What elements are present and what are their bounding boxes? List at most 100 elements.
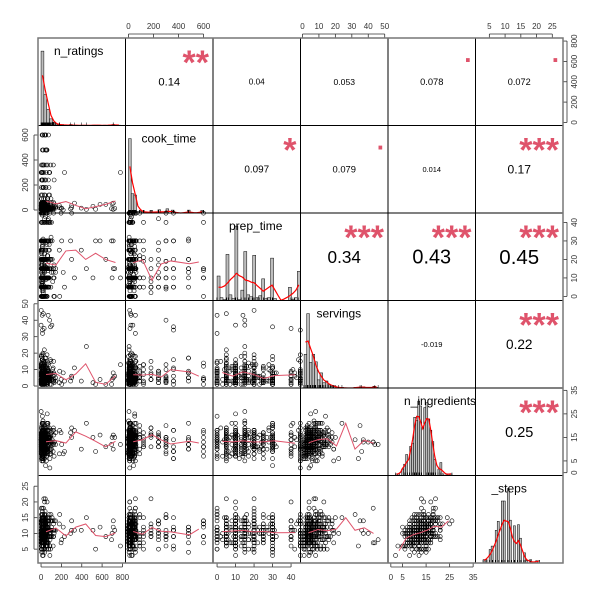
correlation-value: -0.019 <box>421 340 442 349</box>
scatter-point <box>214 456 220 461</box>
scatter-point <box>148 279 154 284</box>
scatter-point <box>62 449 67 454</box>
scatter-point <box>141 430 146 435</box>
scatter-point <box>51 425 56 431</box>
scatter-point <box>128 220 134 225</box>
histogram-bar <box>405 454 408 476</box>
scatter-point <box>261 451 266 457</box>
scatter-point <box>133 247 138 253</box>
histogram-bar <box>317 379 321 389</box>
scatter-point <box>201 439 206 445</box>
scatter-point <box>148 290 154 296</box>
scatter-point <box>78 247 84 253</box>
scatter-point <box>163 367 169 372</box>
scatter-point <box>156 275 161 281</box>
histogram-bar <box>225 254 230 301</box>
scatter-point <box>41 220 46 225</box>
histogram-bar <box>234 225 239 301</box>
scatter-point <box>118 170 123 175</box>
panel-3-4: -0.019 <box>387 300 476 389</box>
scatter-point <box>288 449 294 454</box>
scatter-point <box>201 453 206 459</box>
scatter-point <box>148 284 154 290</box>
scatter-point <box>110 266 116 271</box>
significance-stars: *** <box>344 219 384 257</box>
scatter-point <box>246 360 251 366</box>
smooth-line <box>45 249 116 266</box>
scatter-point <box>59 442 64 447</box>
scatter-point <box>47 465 53 471</box>
scatter-point <box>97 202 103 207</box>
scatter-point <box>59 205 64 211</box>
scatter-point <box>137 275 143 281</box>
scatter-point <box>46 275 52 281</box>
scatter-point <box>57 247 62 253</box>
scatter-point <box>42 257 48 262</box>
histogram-bar <box>425 402 429 476</box>
smooth-line <box>222 371 296 380</box>
scatter-point <box>201 382 206 387</box>
scatter-point <box>242 409 248 414</box>
scatter-point <box>156 257 161 262</box>
scatter-point <box>57 203 62 208</box>
correlation-value: 0.17 <box>507 162 531 176</box>
scatter-point <box>214 437 220 443</box>
scatter-point <box>224 347 229 353</box>
significance-stars: *** <box>519 132 559 170</box>
histogram-bar <box>303 354 308 389</box>
scatter-point <box>163 266 169 271</box>
scatter-point <box>313 409 318 414</box>
scatter-point <box>141 362 146 367</box>
scatter-point <box>41 275 46 281</box>
scatter-point <box>46 242 52 247</box>
scatter-point <box>131 463 136 468</box>
scatter-point <box>40 185 46 190</box>
scatter-point <box>242 344 248 349</box>
scatter-point <box>163 449 169 454</box>
histogram-bar <box>423 407 427 476</box>
scatter-point <box>141 258 146 264</box>
scatter-point <box>43 284 49 290</box>
scatter-point <box>40 147 46 153</box>
scatter-point <box>132 411 138 417</box>
scatter-point <box>38 247 44 253</box>
scatter-point <box>163 284 169 290</box>
scatter-point <box>270 420 275 426</box>
scatter-point <box>201 220 206 225</box>
panel-0-5: 0.072. <box>475 37 564 126</box>
panel-2-0 <box>37 210 126 301</box>
scatter-point <box>127 262 133 268</box>
scatter-point <box>163 423 169 428</box>
histogram-bar <box>243 251 248 301</box>
scatter-point <box>39 202 44 208</box>
scatter-point <box>133 313 138 318</box>
scatter-point <box>141 439 146 445</box>
scatter-point <box>270 430 275 435</box>
scatter-point <box>201 428 206 433</box>
panel-1-0 <box>37 125 126 214</box>
panel-2-1 <box>125 210 214 301</box>
scatter-point <box>90 275 96 281</box>
scatter-point <box>288 446 294 452</box>
scatter-point <box>233 425 238 431</box>
scatter-point <box>48 162 53 168</box>
scatter-point <box>46 177 51 183</box>
variable-label: n_ratings <box>54 44 103 58</box>
scatter-point <box>128 284 133 290</box>
scatter-point <box>93 238 98 244</box>
scatter-point <box>93 206 98 212</box>
scatter-point <box>156 247 161 253</box>
scatter-point <box>224 311 229 316</box>
scatter-point <box>43 132 49 138</box>
scatter-point <box>133 331 138 336</box>
scatter-point <box>42 132 47 138</box>
scatter-point <box>214 451 220 457</box>
scatter-point <box>39 294 44 299</box>
scatter-point <box>44 275 50 281</box>
scatter-point <box>270 446 275 452</box>
scatter-point <box>148 359 154 364</box>
scatter-point <box>148 444 154 450</box>
scatter-point <box>171 373 176 379</box>
scatter-point <box>163 435 169 440</box>
scatter-point <box>156 430 161 435</box>
